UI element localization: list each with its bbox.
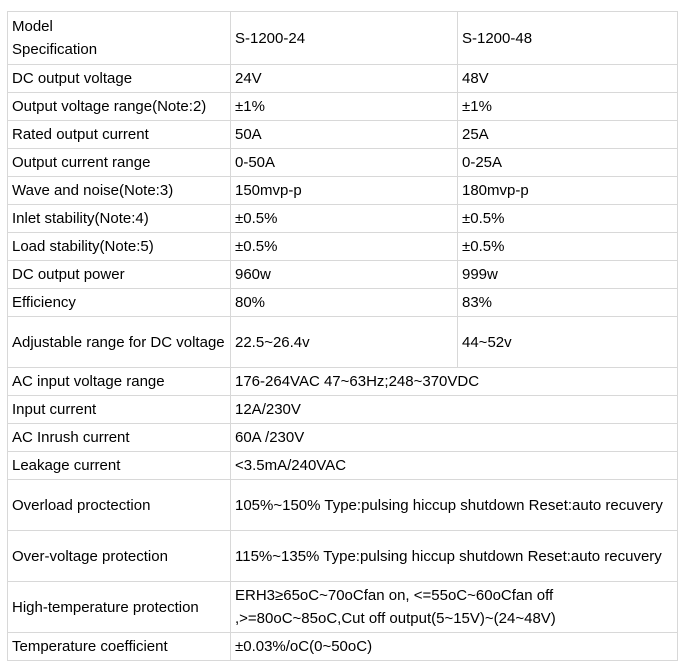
row-label: Leakage current [7,451,231,480]
value-model-2: 44~52v [457,316,678,368]
table-row: AC Inrush current 60A /230V [7,423,678,452]
value-model-1: ±0.5% [230,232,458,261]
table-row: Output voltage range(Note:2) ±1% ±1% [7,92,678,121]
header-label-line1: Model [12,18,53,35]
value-model-2: ±1% [457,92,678,121]
value-model-2: 83% [457,288,678,317]
row-label: AC Inrush current [7,423,231,452]
table-row: AC input voltage range 176-264VAC 47~63H… [7,367,678,396]
row-label: Over-voltage protection [7,530,231,582]
table-row: Temperature coefficient ±0.03%/oC(0~50oC… [7,632,678,661]
model-1: S-1200-24 [230,11,458,65]
value-model-2: 0-25A [457,148,678,177]
model-2: S-1200-48 [457,11,678,65]
value-model-2: 25A [457,120,678,149]
row-label: Output voltage range(Note:2) [7,92,231,121]
row-label: High-temperature protection [7,581,231,633]
value-model-1: 0-50A [230,148,458,177]
shared-value: ±0.03%/oC(0~50oC) [230,632,678,661]
value-model-1: 50A [230,120,458,149]
row-label: Load stability(Note:5) [7,232,231,261]
value-model-1: ±1% [230,92,458,121]
value-model-1: 22.5~26.4v [230,316,458,368]
value-model-1: 24V [230,64,458,93]
table-row: DC output voltage 24V 48V [7,64,678,93]
value-model-2: ±0.5% [457,232,678,261]
value-model-1: 150mvp-p [230,176,458,205]
table-row: DC output power 960w 999w [7,260,678,289]
table-row: Rated output current 50A 25A [7,120,678,149]
table-row: Output current range 0-50A 0-25A [7,148,678,177]
table-row: Load stability(Note:5) ±0.5% ±0.5% [7,232,678,261]
table-row: Leakage current <3.5mA/240VAC [7,451,678,480]
spec-table: Model Specification S-1200-24 S-1200-48 D… [7,11,678,661]
table-row: Adjustable range for DC voltage 22.5~26.… [7,316,678,368]
shared-value: 115%~135% Type:pulsing hiccup shutdown R… [230,530,678,582]
row-label: Overload proctection [7,479,231,531]
row-label: Input current [7,395,231,424]
row-label: Output current range [7,148,231,177]
value-model-1: ±0.5% [230,204,458,233]
header-label-line2: Specification [12,41,98,58]
table-row: Inlet stability(Note:4) ±0.5% ±0.5% [7,204,678,233]
shared-value: 105%~150% Type:pulsing hiccup shutdown R… [230,479,678,531]
row-label: Adjustable range for DC voltage [7,316,231,368]
table-row: Input current 12A/230V [7,395,678,424]
value-model-2: 180mvp-p [457,176,678,205]
table-row: High-temperature protection ERH3≥65oC~70… [7,581,678,633]
table-row: Wave and noise(Note:3) 150mvp-p 180mvp-p [7,176,678,205]
shared-value: <3.5mA/240VAC [230,451,678,480]
row-label: Efficiency [7,288,231,317]
row-label: Wave and noise(Note:3) [7,176,231,205]
table-row: Efficiency 80% 83% [7,288,678,317]
row-label: DC output power [7,260,231,289]
shared-value: 60A /230V [230,423,678,452]
shared-value: 12A/230V [230,395,678,424]
row-label: AC input voltage range [7,367,231,396]
shared-value: 176-264VAC 47~63Hz;248~370VDC [230,367,678,396]
row-label: DC output voltage [7,64,231,93]
table-row: Over-voltage protection 115%~135% Type:p… [7,530,678,582]
table-row: Model Specification S-1200-24 S-1200-48 [7,11,678,65]
value-model-2: ±0.5% [457,204,678,233]
row-label: Rated output current [7,120,231,149]
value-model-1: 960w [230,260,458,289]
row-label: Temperature coefficient [7,632,231,661]
table-row: Overload proctection 105%~150% Type:puls… [7,479,678,531]
header-label-cell: Model Specification [7,11,231,65]
shared-value: ERH3≥65oC~70oCfan on, <=55oC~60oCfan off… [230,581,678,633]
value-model-2: 48V [457,64,678,93]
row-label: Inlet stability(Note:4) [7,204,231,233]
value-model-1: 80% [230,288,458,317]
value-model-2: 999w [457,260,678,289]
